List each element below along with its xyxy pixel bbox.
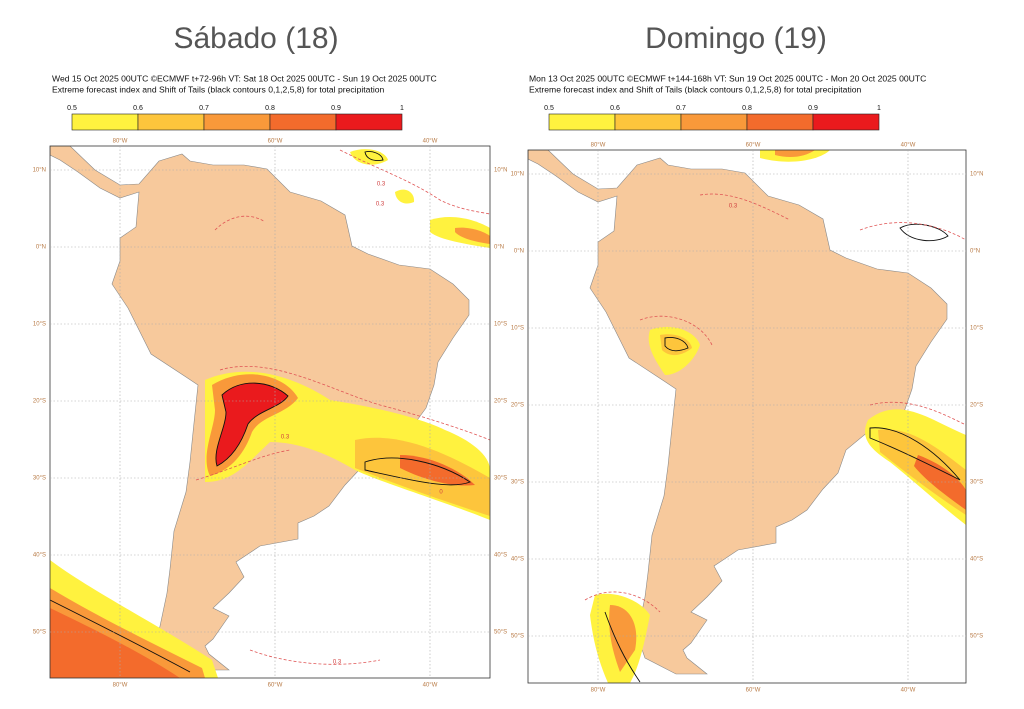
colorbar-tick-label: 0.9 bbox=[808, 105, 818, 112]
header-line: Extreme forecast index and Shift of Tail… bbox=[529, 84, 862, 94]
colorbar-bin bbox=[680, 113, 748, 131]
map-left bbox=[49, 145, 491, 679]
colorbar-bin bbox=[137, 113, 205, 131]
lat-label: 30°S bbox=[970, 480, 983, 486]
lat-label: 30°S bbox=[511, 480, 524, 486]
colorbar-tick-label: 1 bbox=[877, 105, 881, 112]
lat-label: 20°S bbox=[970, 403, 983, 409]
contour-label: 0.3 bbox=[729, 204, 738, 210]
lat-label: 40°S bbox=[511, 557, 524, 563]
lat-label: 50°S bbox=[511, 634, 524, 640]
colorbar-tick-label: 0.8 bbox=[742, 105, 752, 112]
lat-label: 0°N bbox=[494, 245, 504, 251]
contour-label: 0.3 bbox=[376, 202, 385, 208]
colorbar-tick-label: 0.5 bbox=[544, 105, 554, 112]
efi-shading bbox=[584, 150, 966, 683]
panel-title: Sábado (18) bbox=[173, 22, 338, 55]
colorbar-tick-label: 0.7 bbox=[199, 105, 209, 112]
lat-label: 10°N bbox=[511, 172, 524, 178]
colorbar-tick-label: 0.9 bbox=[331, 105, 341, 112]
lon-label: 80°W bbox=[113, 139, 128, 145]
lat-label: 50°S bbox=[33, 630, 46, 636]
header-line: Wed 15 Oct 2025 00UTC ©ECMWF t+72-96h VT… bbox=[52, 73, 437, 83]
lon-label: 60°W bbox=[746, 688, 761, 694]
lat-label: 20°S bbox=[33, 399, 46, 405]
lat-label: 0°N bbox=[970, 249, 980, 255]
lat-label: 0°N bbox=[36, 245, 46, 251]
lat-label: 50°S bbox=[494, 630, 507, 636]
colorbar-tick-label: 0.8 bbox=[265, 105, 275, 112]
colorbar-tick-label: 1 bbox=[400, 105, 404, 112]
colorbar-bin bbox=[71, 113, 139, 131]
lon-label: 40°W bbox=[901, 143, 916, 149]
map-right bbox=[527, 149, 967, 684]
contour-label: 0.3 bbox=[377, 182, 386, 188]
lat-label: 10°S bbox=[970, 326, 983, 332]
lon-label: 40°W bbox=[901, 688, 916, 694]
lon-label: 60°W bbox=[746, 143, 761, 149]
colorbar-tick-label: 0.5 bbox=[67, 105, 77, 112]
map-border bbox=[527, 149, 967, 684]
lon-label: 40°W bbox=[423, 139, 438, 145]
lat-label: 30°S bbox=[33, 476, 46, 482]
lat-label: 10°N bbox=[970, 172, 983, 178]
colorbar-tick-label: 0.7 bbox=[676, 105, 686, 112]
efi-shading bbox=[50, 149, 490, 678]
header-line: Mon 13 Oct 2025 00UTC ©ECMWF t+144-168h … bbox=[529, 73, 926, 83]
lat-label: 40°S bbox=[494, 553, 507, 559]
colorbar-bin bbox=[548, 113, 616, 131]
lon-label: 80°W bbox=[113, 683, 128, 689]
lat-label: 10°S bbox=[511, 326, 524, 332]
lat-label: 10°N bbox=[494, 168, 507, 174]
colorbar-bin bbox=[614, 113, 682, 131]
lat-label: 40°S bbox=[33, 553, 46, 559]
colorbar-bin bbox=[812, 113, 880, 131]
contour-label: 0.3 bbox=[281, 435, 290, 441]
lat-label: 10°S bbox=[494, 322, 507, 328]
lat-label: 30°S bbox=[494, 476, 507, 482]
lat-label: 0°N bbox=[514, 249, 524, 255]
contour-label: 0.3 bbox=[333, 660, 342, 666]
contour-label: 0 bbox=[439, 490, 443, 496]
colorbar-tick-label: 0.6 bbox=[133, 105, 143, 112]
header-line: Extreme forecast index and Shift of Tail… bbox=[52, 84, 385, 94]
colorbar-bin bbox=[269, 113, 337, 131]
colorbar-bin bbox=[203, 113, 271, 131]
lon-label: 40°W bbox=[423, 683, 438, 689]
lat-label: 20°S bbox=[511, 403, 524, 409]
lat-label: 10°N bbox=[33, 168, 46, 174]
colorbar-bin bbox=[335, 113, 403, 131]
lon-label: 60°W bbox=[268, 139, 283, 145]
lat-label: 50°S bbox=[970, 634, 983, 640]
lat-label: 10°S bbox=[33, 322, 46, 328]
lon-label: 80°W bbox=[591, 143, 606, 149]
colorbar-tick-label: 0.6 bbox=[610, 105, 620, 112]
lat-label: 40°S bbox=[970, 557, 983, 563]
lon-label: 60°W bbox=[268, 683, 283, 689]
map-border bbox=[49, 145, 491, 679]
colorbar-bin bbox=[746, 113, 814, 131]
lon-label: 80°W bbox=[591, 688, 606, 694]
panel-title: Domingo (19) bbox=[645, 22, 827, 55]
lat-label: 20°S bbox=[494, 399, 507, 405]
